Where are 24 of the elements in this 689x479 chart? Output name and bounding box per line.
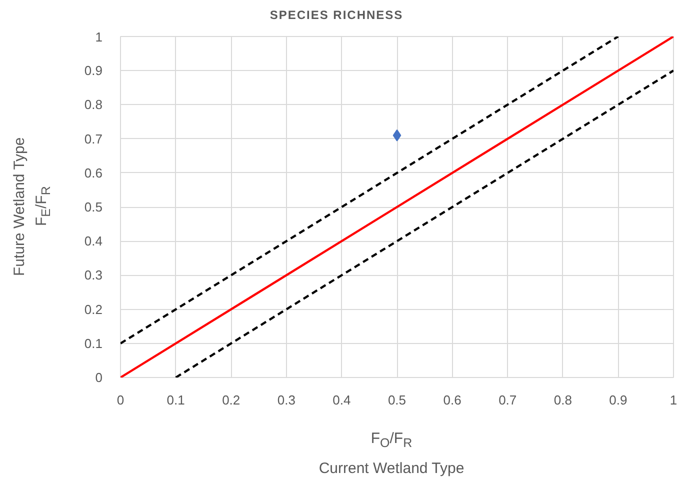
y-tick-label: 0.9 <box>84 63 103 78</box>
x-tick-label: 0.4 <box>332 392 351 408</box>
y-tick-label: 0.6 <box>84 165 103 180</box>
x-tick-label: 0.8 <box>554 392 572 408</box>
x-axis-title: F$_{O}$/F$_{R}$ Current Wetland Type <box>318 429 466 479</box>
y-tick-label: 0.5 <box>84 200 103 214</box>
x-tick-label: 0 <box>116 392 124 408</box>
y-tick-label: 0.4 <box>84 234 103 249</box>
y-tick-label: 1 <box>95 30 103 44</box>
x-tick-label: 0.2 <box>222 392 240 408</box>
y-tick-label: 0.1 <box>84 336 103 351</box>
x-tick-label: 0.5 <box>388 392 406 408</box>
x-tick-label: 0.7 <box>498 392 517 408</box>
x-tick-label: 0.6 <box>443 392 462 408</box>
y-tick-label: 0 <box>95 370 103 385</box>
x-tick-label: 0.1 <box>166 392 185 408</box>
x-tick-label: 0.9 <box>609 392 628 408</box>
x-tick-label: 1 <box>670 392 678 408</box>
x-tick-label: 0.3 <box>277 392 296 408</box>
y-tick-label: 0.8 <box>84 97 103 112</box>
y-tick-label: 0.7 <box>84 131 103 146</box>
chart-title: SPECIES RICHNESS <box>268 7 404 24</box>
y-tick-label: 0.3 <box>84 268 103 283</box>
y-tick-label: 0.2 <box>84 302 103 317</box>
